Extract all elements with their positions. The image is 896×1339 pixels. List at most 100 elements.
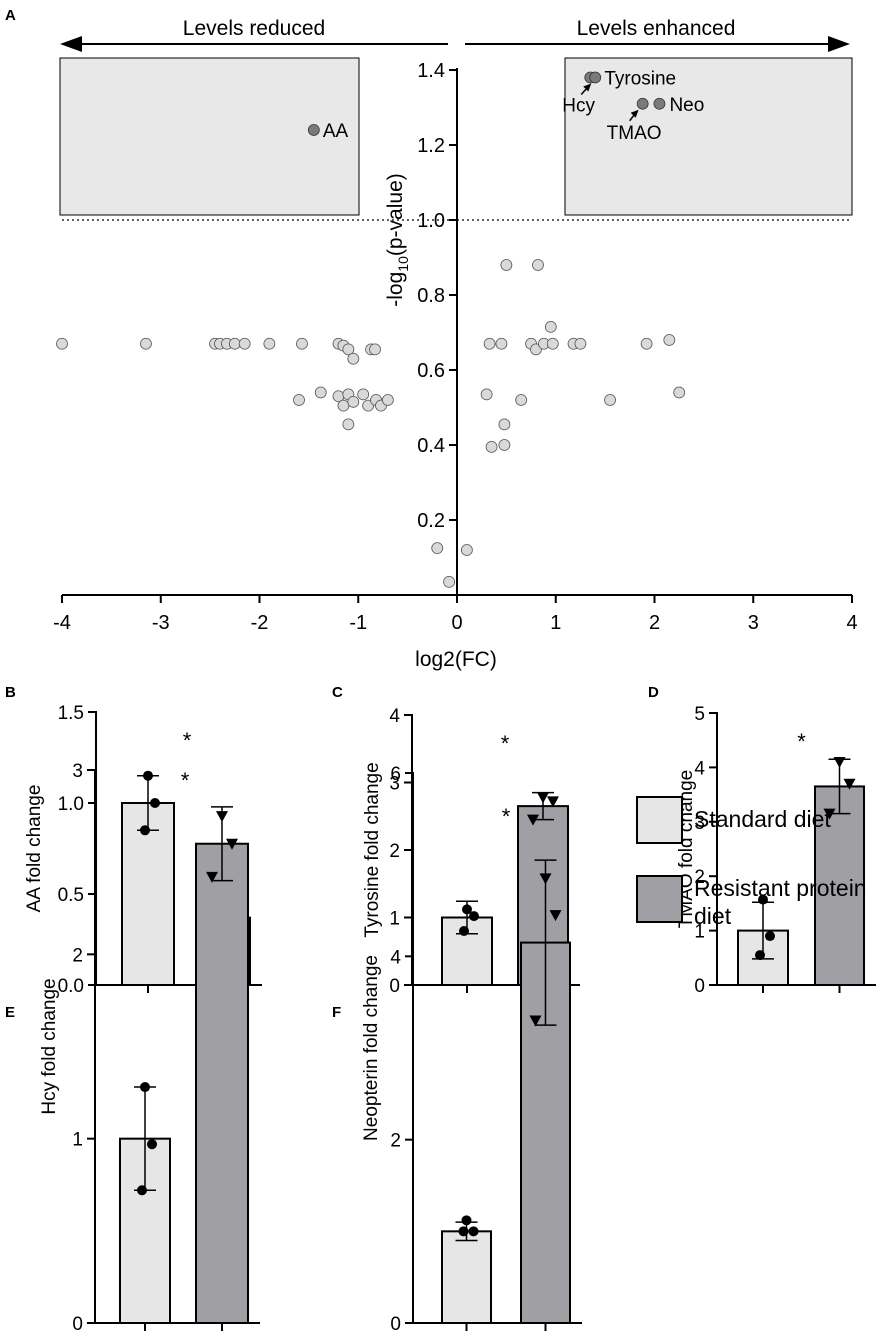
x-tick-label: 1 xyxy=(550,612,561,634)
scatter-point xyxy=(515,394,528,406)
point-label-tyrosine: Tyrosine xyxy=(604,69,676,90)
scatter-point xyxy=(483,337,496,350)
scatter-point xyxy=(347,395,360,408)
scatter-point xyxy=(485,440,498,453)
panel-letter-c: C xyxy=(332,684,343,701)
data-point-resistant xyxy=(529,1015,542,1027)
scatter-point xyxy=(498,418,511,431)
y-axis-label-main: -log xyxy=(384,272,407,307)
data-point-standard xyxy=(468,1226,479,1237)
scatter-point xyxy=(495,337,508,350)
significance-star: * xyxy=(797,729,806,754)
significant-point xyxy=(589,71,602,84)
data-point-standard xyxy=(143,770,153,781)
data-point-standard xyxy=(755,950,765,961)
data-point-resistant xyxy=(226,838,238,850)
data-point-resistant xyxy=(547,796,559,808)
y-tick-label: 2 xyxy=(694,867,705,888)
y-tick-label: 0 xyxy=(72,1314,83,1335)
significance-star: * xyxy=(501,731,510,756)
panel-letter-d: D xyxy=(648,684,659,701)
y-tick-label: 4 xyxy=(390,947,401,968)
y-tick-label: 0.6 xyxy=(417,360,445,382)
scatter-point xyxy=(140,337,152,350)
y-tick-label: 1 xyxy=(72,1130,83,1151)
panel-letter-a: A xyxy=(5,7,16,24)
y-tick-label: 1.2 xyxy=(417,135,445,157)
data-point-standard xyxy=(461,1215,472,1226)
scatter-point xyxy=(500,259,513,271)
scatter-point xyxy=(342,418,355,431)
significance-star: * xyxy=(181,768,190,793)
significant-point xyxy=(636,97,649,110)
legend: Standard diet Resistant protein diet xyxy=(636,796,867,929)
point-label-neo: Neo xyxy=(669,95,704,116)
scatter-point xyxy=(56,337,68,350)
legend-label-standard: Standard diet xyxy=(694,806,831,832)
y-axis-label: AA fold change xyxy=(24,785,45,913)
y-tick-label: 1.4 xyxy=(417,60,445,82)
data-point-resistant xyxy=(823,808,836,820)
data-point-standard xyxy=(140,825,150,836)
data-point-resistant xyxy=(206,871,218,883)
data-point-resistant xyxy=(843,778,856,790)
y-axis-label-tail: (p-value) xyxy=(384,173,407,256)
scatter-point xyxy=(381,394,394,406)
scatter-point xyxy=(480,388,493,401)
legend-swatch-standard xyxy=(636,796,683,844)
data-point-resistant xyxy=(216,811,228,823)
y-tick-label: 0.0 xyxy=(58,976,84,997)
significance-box-reduced xyxy=(59,57,360,216)
scatter-point xyxy=(532,259,544,271)
data-point-resistant xyxy=(549,910,562,922)
legend-label-resistant-line1: Resistant protein xyxy=(694,875,867,901)
x-tick-label: 3 xyxy=(748,612,759,634)
scatter-point xyxy=(574,337,587,350)
x-axis-label: log2(FC) xyxy=(415,648,497,671)
y-tick-label: 0 xyxy=(389,976,400,997)
data-point-standard xyxy=(765,931,775,942)
scatter-point xyxy=(498,439,511,451)
scatter-point xyxy=(337,399,350,412)
scatter-point xyxy=(431,542,444,555)
x-tick-label: 2 xyxy=(649,612,660,634)
bar-panel-f: 0 2 4 6 Neopterin fold change * xyxy=(361,764,582,1335)
scatter-point xyxy=(293,394,305,406)
significance-star: * xyxy=(502,804,511,829)
data-point-standard xyxy=(469,911,479,922)
y-tick-label: 1 xyxy=(389,909,400,930)
scatter-point xyxy=(314,386,327,399)
y-tick-label: 2 xyxy=(72,945,83,966)
point-label-aa: AA xyxy=(323,121,349,142)
scatter-point xyxy=(673,386,686,399)
significant-point xyxy=(653,97,666,110)
y-tick-label: 1.0 xyxy=(58,794,84,815)
y-tick-label: 3 xyxy=(694,813,705,834)
label-pointer-head-hcy xyxy=(583,83,592,92)
x-tick-label: -1 xyxy=(349,612,367,634)
y-tick-label: 5 xyxy=(694,704,705,725)
data-point-standard xyxy=(150,798,160,808)
x-tick-label: -3 xyxy=(152,612,170,634)
y-axis-label: Hcy fold change xyxy=(39,978,60,1114)
scatter-point xyxy=(342,343,355,356)
scatter-point xyxy=(296,337,308,350)
x-tick-label: -4 xyxy=(53,612,71,634)
legend-swatch-resistant xyxy=(636,875,683,923)
arrow-right-label: Levels enhanced xyxy=(577,17,736,40)
significant-point xyxy=(307,124,320,136)
y-tick-label: 1.0 xyxy=(417,210,445,232)
y-tick-label: 4 xyxy=(389,706,400,727)
y-axis-label-sub: 10 xyxy=(395,256,411,272)
panel-letter-b: B xyxy=(5,684,16,701)
y-tick-label: 2 xyxy=(390,1131,401,1152)
x-tick-label: 4 xyxy=(846,612,857,634)
panel-letter-e: E xyxy=(5,1004,15,1021)
panel-letter-f: F xyxy=(332,1004,341,1021)
data-point-resistant xyxy=(539,873,552,885)
bar-panel-e: 0 1 2 3 Hcy fold change * xyxy=(39,761,260,1335)
direction-arrows: Levels reduced Levels enhanced xyxy=(60,17,850,52)
data-point-standard xyxy=(459,926,469,936)
significance-box-enhanced xyxy=(564,57,853,216)
